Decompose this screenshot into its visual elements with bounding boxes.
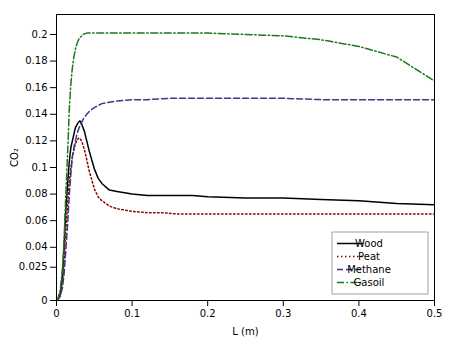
svg-text:0.3: 0.3 <box>275 308 291 319</box>
svg-text:0.04: 0.04 <box>25 241 47 252</box>
svg-text:Wood: Wood <box>355 238 383 249</box>
svg-text:0.1: 0.1 <box>32 162 48 173</box>
svg-text:0.14: 0.14 <box>25 108 47 119</box>
svg-text:0.1: 0.1 <box>124 308 140 319</box>
svg-text:0.18: 0.18 <box>25 55 47 66</box>
svg-text:0.08: 0.08 <box>25 188 47 199</box>
svg-text:CO₂: CO₂ <box>9 148 20 167</box>
svg-text:0.5: 0.5 <box>427 308 443 319</box>
svg-text:0.2: 0.2 <box>200 308 216 319</box>
svg-text:0.4: 0.4 <box>351 308 367 319</box>
svg-text:0: 0 <box>53 308 59 319</box>
svg-text:L (m): L (m) <box>232 326 258 337</box>
svg-text:Methane: Methane <box>347 264 391 275</box>
svg-text:Peat: Peat <box>358 251 380 262</box>
svg-text:0: 0 <box>41 295 47 306</box>
svg-text:Gasoil: Gasoil <box>354 277 385 288</box>
svg-text:0.16: 0.16 <box>25 82 47 93</box>
svg-text:0.12: 0.12 <box>25 135 47 146</box>
svg-text:0.025: 0.025 <box>19 261 48 272</box>
svg-text:0.06: 0.06 <box>25 215 47 226</box>
svg-text:0.2: 0.2 <box>32 29 48 40</box>
